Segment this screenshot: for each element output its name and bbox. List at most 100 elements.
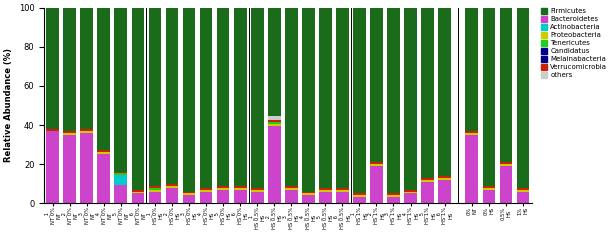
- Bar: [200, 8, 212, 188]
- Bar: [466, 131, 478, 133]
- Bar: [47, 8, 59, 129]
- Bar: [234, 186, 247, 188]
- Bar: [302, 195, 315, 203]
- Bar: [482, 190, 495, 203]
- Bar: [438, 178, 451, 180]
- Bar: [438, 180, 451, 203]
- Bar: [217, 190, 230, 203]
- Bar: [285, 188, 297, 190]
- Bar: [217, 186, 230, 188]
- Bar: [114, 185, 127, 203]
- Bar: [517, 188, 529, 190]
- Bar: [234, 188, 247, 190]
- Bar: [387, 195, 400, 197]
- Bar: [217, 8, 230, 186]
- Bar: [466, 135, 478, 203]
- Bar: [149, 186, 162, 188]
- Bar: [285, 8, 297, 186]
- Bar: [268, 116, 281, 120]
- Bar: [285, 186, 297, 188]
- Bar: [182, 193, 195, 195]
- Bar: [47, 131, 59, 203]
- Bar: [268, 124, 281, 126]
- Bar: [114, 171, 127, 173]
- Bar: [251, 190, 264, 192]
- Bar: [319, 188, 332, 190]
- Bar: [404, 192, 417, 193]
- Bar: [132, 193, 144, 203]
- Bar: [234, 8, 247, 186]
- Bar: [114, 8, 127, 171]
- Bar: [149, 188, 162, 190]
- Bar: [268, 8, 281, 116]
- Bar: [182, 192, 195, 193]
- Bar: [166, 184, 178, 186]
- Bar: [268, 120, 281, 122]
- Bar: [80, 8, 93, 129]
- Bar: [370, 162, 383, 164]
- Bar: [421, 180, 434, 182]
- Bar: [80, 129, 93, 131]
- Bar: [387, 193, 400, 195]
- Bar: [149, 8, 162, 186]
- Bar: [166, 188, 178, 203]
- Bar: [499, 8, 512, 162]
- Bar: [517, 8, 529, 188]
- Bar: [302, 193, 315, 195]
- Bar: [421, 182, 434, 203]
- Bar: [97, 154, 110, 203]
- Bar: [97, 151, 110, 152]
- Bar: [370, 166, 383, 203]
- Bar: [336, 188, 349, 190]
- Bar: [336, 190, 349, 192]
- Bar: [132, 190, 144, 192]
- Bar: [336, 192, 349, 203]
- Bar: [251, 8, 264, 188]
- Bar: [370, 8, 383, 162]
- Bar: [319, 190, 332, 192]
- Bar: [421, 8, 434, 178]
- Bar: [97, 152, 110, 154]
- Bar: [499, 162, 512, 164]
- Bar: [251, 192, 264, 203]
- Bar: [421, 178, 434, 180]
- Bar: [387, 197, 400, 203]
- Bar: [387, 8, 400, 193]
- Bar: [200, 192, 212, 203]
- Bar: [285, 190, 297, 203]
- Bar: [353, 193, 366, 195]
- Bar: [517, 190, 529, 192]
- Bar: [404, 8, 417, 190]
- Bar: [182, 195, 195, 203]
- Bar: [64, 8, 76, 131]
- Bar: [166, 186, 178, 188]
- Bar: [132, 192, 144, 193]
- Bar: [499, 164, 512, 166]
- Bar: [482, 188, 495, 190]
- Bar: [251, 188, 264, 190]
- Bar: [499, 166, 512, 203]
- Bar: [517, 192, 529, 203]
- Bar: [80, 131, 93, 133]
- Bar: [64, 135, 76, 203]
- Bar: [182, 8, 195, 192]
- Bar: [370, 164, 383, 166]
- Bar: [336, 8, 349, 188]
- Bar: [302, 192, 315, 193]
- Bar: [97, 8, 110, 151]
- Bar: [64, 133, 76, 135]
- Bar: [149, 190, 162, 192]
- Legend: Firmicutes, Bacteroidetes, Actinobacteria, Proteobacteria, Tenericutes, Candidat: Firmicutes, Bacteroidetes, Actinobacteri…: [540, 7, 608, 79]
- Bar: [404, 190, 417, 192]
- Bar: [114, 173, 127, 175]
- Bar: [438, 176, 451, 178]
- Bar: [114, 175, 127, 185]
- Bar: [353, 195, 366, 197]
- Bar: [302, 8, 315, 192]
- Bar: [319, 8, 332, 188]
- Bar: [466, 133, 478, 135]
- Bar: [234, 190, 247, 203]
- Bar: [200, 190, 212, 192]
- Bar: [149, 192, 162, 203]
- Bar: [47, 129, 59, 131]
